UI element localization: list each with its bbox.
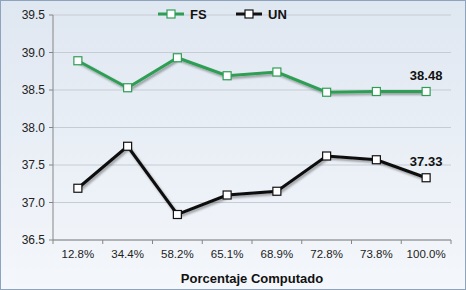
x-tick xyxy=(152,240,153,244)
x-tick-label: 100.0% xyxy=(407,248,446,260)
series-marker xyxy=(273,68,281,76)
y-tick xyxy=(49,127,53,128)
y-axis xyxy=(53,15,54,240)
x-tick-label: 73.8% xyxy=(360,248,393,260)
x-tick xyxy=(102,240,103,244)
series-marker xyxy=(74,184,82,192)
x-tick-label: 65.1% xyxy=(211,248,244,260)
legend: FS UN xyxy=(158,7,287,22)
legend-marker xyxy=(167,10,175,18)
series-marker xyxy=(223,191,231,199)
x-axis-title: Porcentaje Computado xyxy=(181,271,323,286)
y-tick-label: 39.0 xyxy=(22,46,46,60)
x-tick-label: 12.8% xyxy=(62,248,95,260)
y-tick xyxy=(49,202,53,203)
series-marker xyxy=(223,72,231,80)
legend-label: UN xyxy=(268,7,287,22)
x-tick xyxy=(301,240,302,244)
series-marker xyxy=(124,84,132,92)
y-tick-label: 38.5 xyxy=(22,83,46,97)
series-marker xyxy=(422,88,430,96)
x-tick-label: 72.8% xyxy=(310,248,343,260)
y-tick xyxy=(49,165,53,166)
series-marker xyxy=(372,88,380,96)
x-tick xyxy=(351,240,352,244)
series-marker xyxy=(74,57,82,65)
series-marker xyxy=(323,88,331,96)
x-tick-label: 68.9% xyxy=(261,248,294,260)
grid-line xyxy=(53,52,451,53)
grid-line xyxy=(53,127,451,128)
x-tick xyxy=(451,240,452,244)
y-tick-label: 36.5 xyxy=(22,233,46,247)
y-tick-label: 39.5 xyxy=(22,8,46,22)
x-tick xyxy=(202,240,203,244)
series-marker xyxy=(372,156,380,164)
chart-background xyxy=(1,1,466,290)
chart-container: 36.5 37.0 37.5 38.0 38.5 39.0 39.5 12.8% 34.4% 58… xyxy=(0,0,466,290)
y-tick-label: 38.0 xyxy=(22,121,46,135)
x-tick xyxy=(252,240,253,244)
series-marker xyxy=(273,187,281,195)
plot-area xyxy=(74,54,430,219)
legend-marker xyxy=(245,10,253,18)
series-marker xyxy=(124,142,132,150)
grid-line xyxy=(53,202,451,203)
data-label: 38.48 xyxy=(410,68,443,83)
y-tick xyxy=(49,15,53,16)
series-marker xyxy=(422,174,430,182)
x-tick xyxy=(53,240,54,244)
legend-label: FS xyxy=(190,7,207,22)
y-tick xyxy=(49,240,53,241)
data-label: 37.33 xyxy=(410,154,443,169)
series-marker xyxy=(173,54,181,62)
x-tick-label: 34.4% xyxy=(111,248,144,260)
series-line xyxy=(78,146,426,214)
series-marker xyxy=(323,152,331,160)
y-tick-label: 37.0 xyxy=(22,196,46,210)
x-tick-label: 58.2% xyxy=(161,248,194,260)
series-marker xyxy=(173,211,181,219)
y-tick xyxy=(49,90,53,91)
y-tick xyxy=(49,52,53,53)
x-tick xyxy=(401,240,402,244)
y-tick-label: 37.5 xyxy=(22,158,46,172)
chart-svg: 36.5 37.0 37.5 38.0 38.5 39.0 39.5 12.8% 34.4% 58… xyxy=(0,0,466,290)
